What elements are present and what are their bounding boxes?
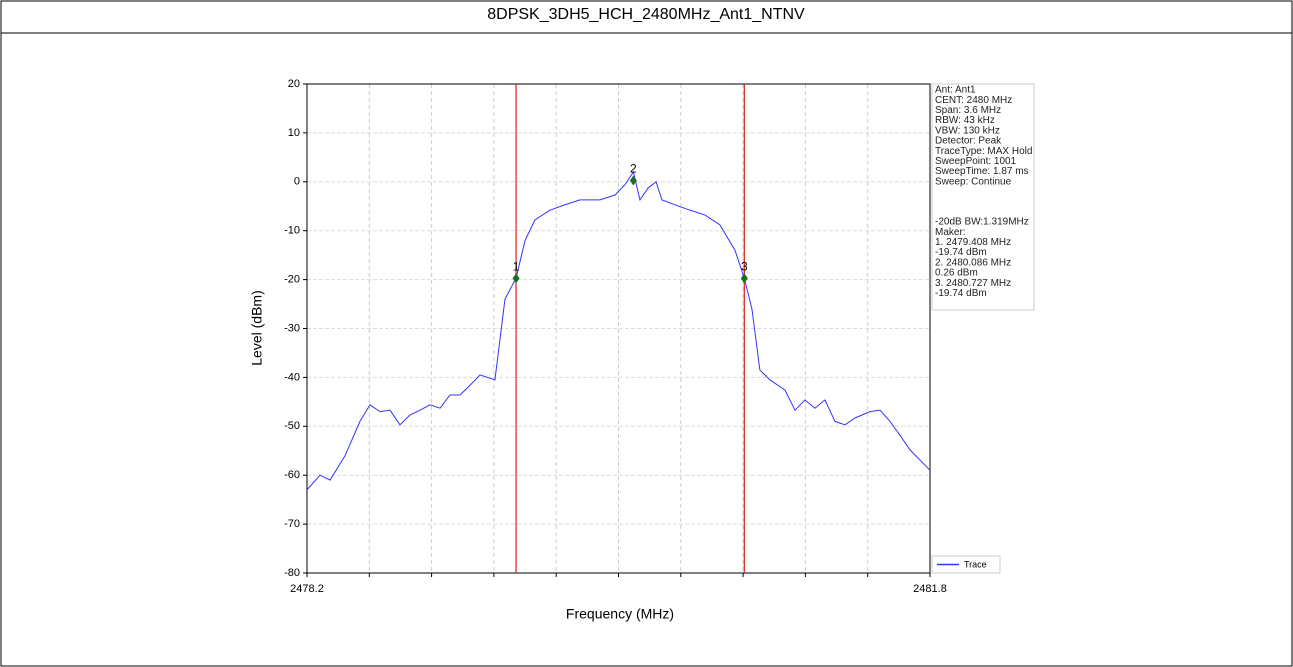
x-axis-label: Frequency (MHz): [566, 606, 674, 622]
y-tick-label: -10: [284, 225, 300, 237]
x-tick-label: 2478.2: [290, 583, 324, 595]
marker-label: 2: [630, 162, 637, 176]
plot-border: [306, 83, 931, 574]
info-line: VBW: 130 kHz: [935, 125, 1000, 136]
info-line: Ant: Ant1: [935, 85, 976, 96]
info-box: [931, 83, 1035, 311]
info-line: -19.74 dBm: [935, 247, 987, 258]
marker-label: 1: [513, 260, 520, 274]
title: 8DPSK_3DH5_HCH_2480MHz_Ant1_NTNV: [487, 6, 805, 23]
trace: [306, 170, 931, 491]
y-tick-label: -40: [284, 371, 300, 383]
info-line: CENT: 2480 MHz: [935, 95, 1012, 106]
y-axis-label: Level (dBm): [249, 290, 265, 365]
info-line: SweepPoint: 1001: [935, 156, 1017, 167]
y-tick-label: 10: [288, 127, 300, 139]
info-line: -20dB BW:1.319MHz: [935, 217, 1029, 228]
marker: [740, 273, 748, 284]
y-tick-label: 20: [288, 78, 300, 90]
info-line: 3. 2480.727 MHz: [935, 278, 1011, 289]
info-line: SweepTime: 1.87 ms: [935, 166, 1029, 177]
info-line: 1. 2479.408 MHz: [935, 237, 1011, 248]
info-line: -19.74 dBm: [935, 288, 987, 299]
info-line: 0.26 dBm: [935, 268, 978, 279]
legend-box: [931, 555, 1001, 574]
info-line: TraceType: MAX Hold: [935, 146, 1032, 157]
info-line: RBW: 43 kHz: [935, 115, 995, 126]
marker: [629, 175, 637, 186]
marker-label: 3: [741, 260, 748, 274]
info-line: 2. 2480.086 MHz: [935, 257, 1011, 268]
y-tick-label: -30: [284, 322, 300, 334]
y-tick-label: -20: [284, 274, 300, 286]
y-tick-label: 0: [294, 176, 300, 188]
y-tick-label: -80: [284, 567, 300, 579]
legend-label: Trace: [964, 559, 987, 569]
info-line: Maker:: [935, 227, 966, 238]
x-tick-label: 2481.8: [913, 583, 947, 595]
info-line: Span: 3.6 MHz: [935, 105, 1001, 116]
info-line: Detector: Peak: [935, 136, 1002, 147]
y-tick-label: -70: [284, 518, 300, 530]
info-line: Sweep: Continue: [935, 176, 1012, 187]
marker: [512, 273, 520, 284]
y-tick-label: -60: [284, 469, 300, 481]
y-tick-label: -50: [284, 420, 300, 432]
